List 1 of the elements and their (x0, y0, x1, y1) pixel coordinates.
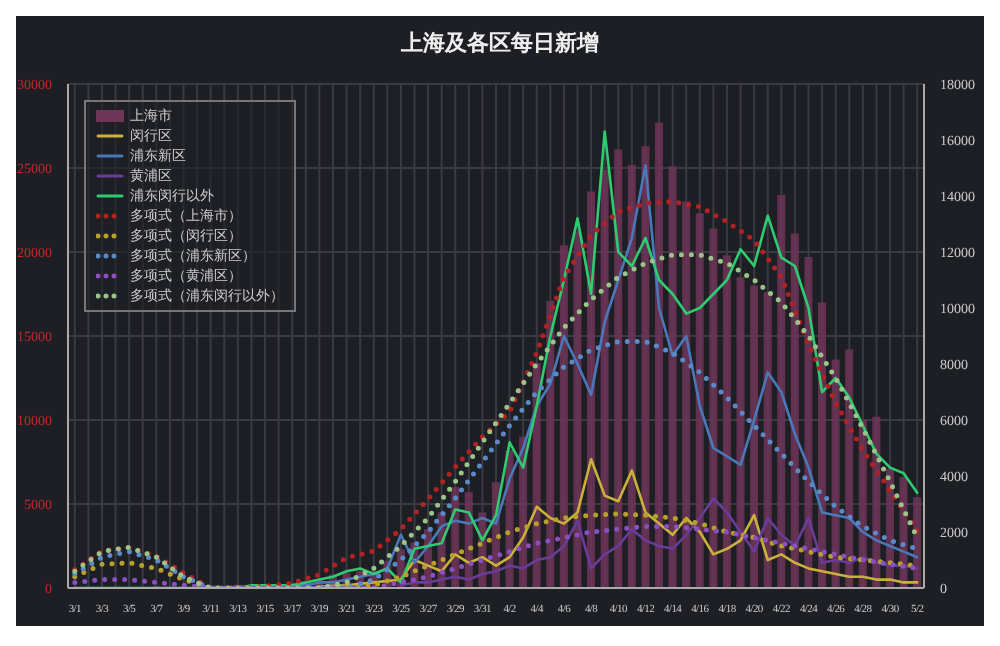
chart-title: 上海及各区每日新增 (399, 28, 601, 58)
